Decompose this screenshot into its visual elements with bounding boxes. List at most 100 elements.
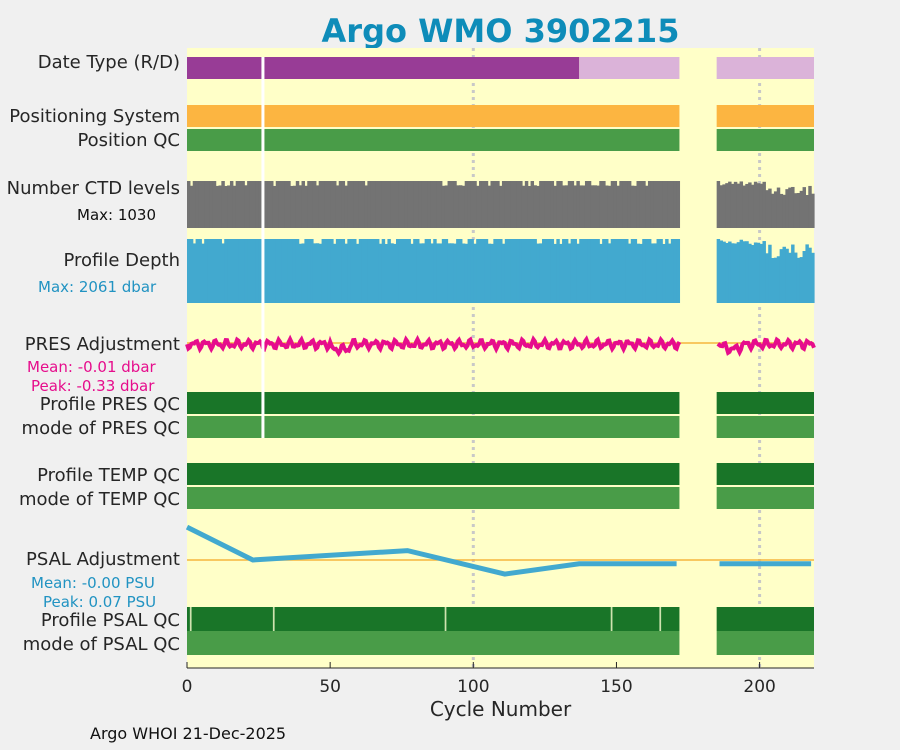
temp-mode-bar (187, 487, 680, 509)
profile-depth-bar (496, 239, 500, 303)
profile-depth-bar (413, 239, 417, 303)
ctd-levels-bar (201, 181, 205, 228)
ctd-levels-bar (304, 185, 308, 228)
ctd-levels-bar (739, 181, 744, 228)
ctd-levels-bar (461, 185, 466, 228)
profile-depth-bar (662, 243, 666, 303)
ctd-levels-bar (484, 181, 489, 228)
profile-depth-bar (401, 239, 406, 303)
missing-cycle-line (261, 57, 265, 438)
ctd-levels-bar (627, 181, 632, 228)
ctd-levels-bar (324, 181, 328, 228)
ctd-levels-bar (272, 185, 277, 228)
pres-mean: Mean: -0.01 dbar (27, 358, 156, 376)
profile-depth-bar (656, 239, 660, 303)
profile-depth-bar (519, 239, 523, 303)
psal-qc-flag (189, 607, 192, 631)
date-type-delayed-bar (579, 57, 680, 79)
profile-depth-bar (487, 243, 492, 303)
ctd-levels-bar (278, 181, 283, 228)
profile-depth-bar (310, 239, 314, 303)
profile-depth-bar (330, 239, 334, 303)
positioning-bar (187, 105, 680, 127)
profile-depth-bar (753, 242, 758, 303)
ctd-levels-bar (481, 181, 486, 228)
ctd-levels-bar (636, 181, 640, 228)
profile-depth-bar (284, 239, 288, 303)
ctd-levels-bar (613, 181, 618, 228)
ctd-levels-bar (728, 181, 732, 228)
profile-depth-bar (673, 239, 678, 303)
profile-depth-bar (544, 239, 549, 303)
profile-depth-bar (307, 239, 311, 303)
ctd-levels-bar (361, 181, 366, 228)
profile-depth-bar (244, 239, 248, 303)
profile-depth-bar (556, 239, 560, 303)
ctd-levels-bar (625, 181, 629, 228)
ctd-levels-bar (656, 181, 660, 228)
profile-depth-bar (811, 252, 815, 303)
profile-depth-bar (739, 239, 744, 303)
profile-depth-bar (619, 239, 623, 303)
ctd-levels-bar (235, 181, 240, 228)
profile-depth-bar (639, 243, 643, 303)
psal-qc-flag (272, 607, 275, 631)
ctd-levels-bar (570, 181, 575, 228)
profile-depth-bar (304, 239, 308, 303)
profile-depth-bar (521, 239, 526, 303)
ctd-levels-bar (773, 191, 778, 228)
ctd-levels-bar (350, 181, 354, 228)
ctd-levels-bar (751, 184, 755, 228)
profile-depth-bar (550, 239, 555, 303)
ctd-levels-bar (504, 181, 509, 228)
ctd-levels-bar (290, 185, 294, 228)
ctd-levels-bar (791, 186, 795, 228)
psal-qc-flag (659, 607, 662, 631)
ctd-levels-bar (673, 181, 678, 228)
profile-depth-bar (333, 243, 337, 303)
profile-depth-bar (433, 239, 437, 303)
profile-depth-bar (567, 243, 572, 303)
profile-depth-bar (562, 239, 566, 303)
ctd-levels-bar (524, 181, 529, 228)
profile-depth-bar (533, 239, 537, 303)
ctd-levels-bar (779, 193, 784, 228)
profile-depth-bar (728, 241, 732, 303)
profile-depth-bar (719, 240, 723, 303)
ctd-levels-bar (556, 181, 560, 228)
label-positioning: Positioning System (9, 106, 180, 127)
ctd-levels-bar (335, 185, 340, 228)
ctd-levels-bar (662, 181, 666, 228)
profile-depth-bar (201, 243, 205, 303)
ctd-levels-bar (267, 181, 271, 228)
ctd-levels-bar (353, 181, 357, 228)
ctd-levels-bar (576, 181, 580, 228)
ctd-levels-bar (659, 181, 663, 228)
profile-depth-bar (768, 244, 772, 303)
profile-depth-bar (782, 246, 786, 303)
ctd-levels-bar (224, 185, 228, 228)
ctd-levels-bar (619, 181, 623, 228)
ctd-levels-bar (645, 185, 649, 228)
profile-depth-bar (613, 239, 618, 303)
profile-depth-bar (235, 239, 240, 303)
ctd-levels-bar (733, 181, 738, 228)
ctd-levels-bar (490, 181, 494, 228)
ctd-levels-bar (229, 181, 234, 228)
profile-depth-bar (315, 243, 320, 303)
psal-peak: Peak: 0.07 PSU (43, 593, 157, 611)
profile-depth-bar (327, 239, 331, 303)
profile-depth-bar (407, 239, 411, 303)
ctd-levels-bar (573, 185, 577, 228)
ctd-levels-bar (187, 181, 191, 228)
ctd-levels-bar (536, 185, 540, 228)
ctd-levels-bar (327, 181, 331, 228)
profile-depth-bar (241, 239, 245, 303)
profile-depth-bar (344, 243, 348, 303)
ctd-levels-bar (238, 181, 242, 228)
profile-depth-bar (773, 257, 778, 303)
ctd-levels-bar (722, 184, 726, 228)
ctd-levels-bar (802, 187, 807, 228)
profile-depth-bar (458, 239, 463, 303)
plot-background (187, 48, 814, 668)
